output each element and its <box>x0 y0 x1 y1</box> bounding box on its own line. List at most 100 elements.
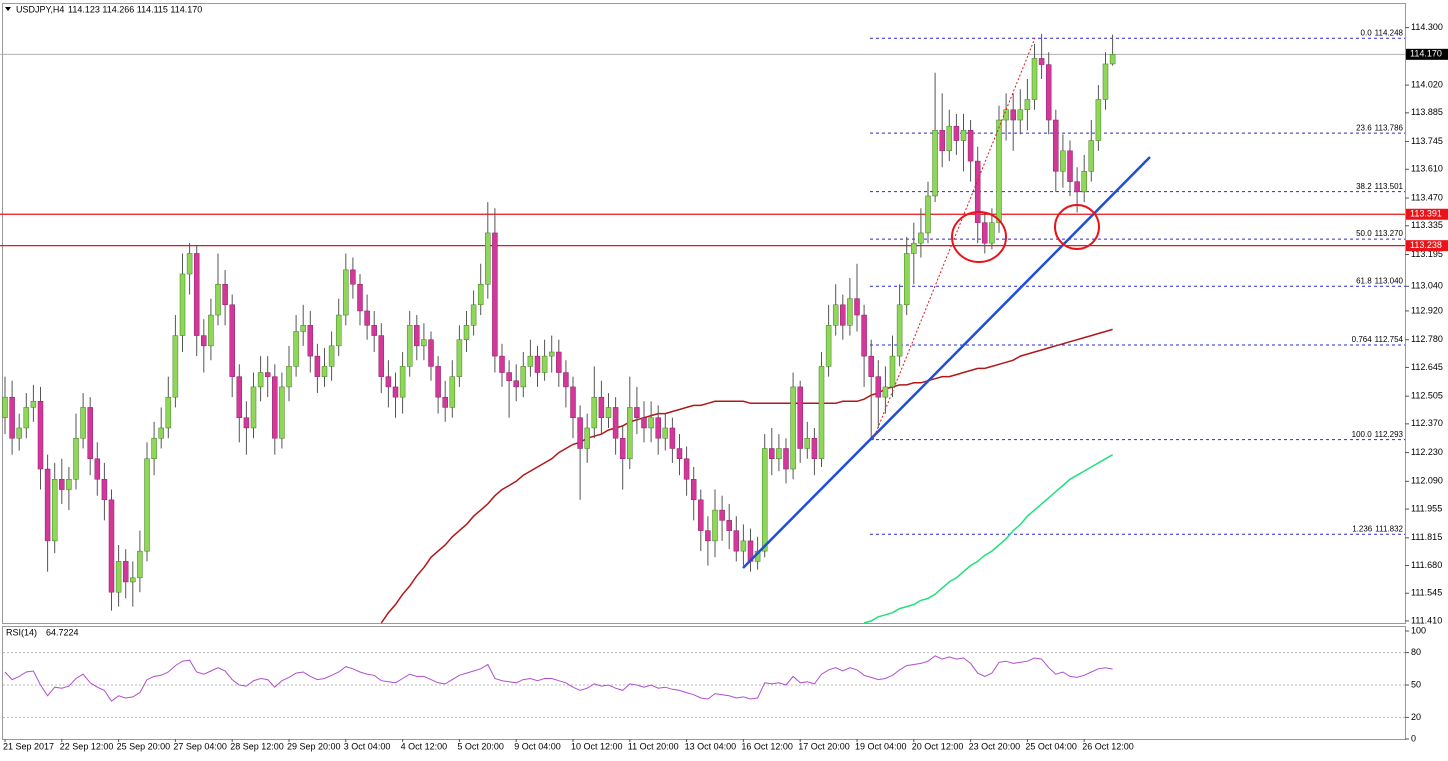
rsi-value: 64.7224 <box>46 627 79 637</box>
candle-body <box>115 561 122 593</box>
candle-body <box>492 232 498 357</box>
candle-body <box>186 253 193 275</box>
candle-body <box>215 284 221 316</box>
candle-body <box>101 479 108 501</box>
candle-body <box>989 222 995 244</box>
candle-body <box>761 448 768 552</box>
fib-price-label: 112.754 <box>1375 335 1404 344</box>
y-tick-label: 113.335 <box>1411 220 1443 230</box>
candle-body <box>257 372 264 388</box>
x-tick-label: 20 Oct 12:00 <box>912 741 964 751</box>
candle-body <box>229 304 235 377</box>
candle-body <box>414 325 420 347</box>
x-tick-label: 9 Oct 04:00 <box>514 741 561 751</box>
candle-body <box>797 386 803 449</box>
candle-body <box>527 355 534 367</box>
candle-body <box>94 458 101 480</box>
candle-body <box>158 427 164 439</box>
candle-body <box>1024 99 1031 111</box>
candle-body <box>726 520 732 531</box>
x-tick-label: 21 Sep 2017 <box>3 741 54 751</box>
candle-body <box>719 509 725 521</box>
candle-body <box>953 125 960 141</box>
y-tick-label: 112.780 <box>1411 334 1443 344</box>
x-tick-label: 28 Sep 12:00 <box>230 741 284 751</box>
candle-body <box>868 355 874 377</box>
candle-body <box>946 125 953 152</box>
candle-body <box>1038 58 1045 65</box>
y-tick-label: 112.920 <box>1411 305 1443 315</box>
candle-body <box>733 530 740 552</box>
candle-body <box>1067 150 1073 182</box>
candle-body <box>1031 58 1038 100</box>
candle-body <box>151 437 157 460</box>
candle-body <box>44 468 51 542</box>
candle-body <box>208 314 214 347</box>
fib-price-label: 114.248 <box>1375 28 1404 37</box>
fib-ratio-label: 23.6 <box>1356 123 1372 132</box>
candle-body <box>889 355 896 388</box>
candle-body <box>612 407 619 439</box>
candle-body <box>875 376 882 398</box>
candle-body <box>343 269 349 316</box>
candle-body <box>456 339 463 377</box>
candle-body <box>1095 99 1102 141</box>
candle-body <box>769 448 775 460</box>
candle-body <box>619 437 626 460</box>
candle-body <box>66 479 72 490</box>
candle-body <box>584 427 590 449</box>
x-tick-label: 22 Sep 12:00 <box>60 741 114 751</box>
candle-body <box>108 499 115 593</box>
moving-average <box>863 454 1113 624</box>
candle-body <box>960 130 967 141</box>
candle-body <box>662 427 669 439</box>
candle-body <box>477 284 484 306</box>
candle-body <box>939 130 945 152</box>
candle-body <box>776 448 782 460</box>
fib-price-label: 113.786 <box>1375 123 1404 132</box>
candle-body <box>122 561 129 583</box>
candle-body <box>428 339 434 367</box>
candle-body <box>712 509 718 542</box>
candle-body <box>925 195 931 234</box>
candle-body <box>435 366 441 398</box>
candle-body <box>669 427 676 449</box>
candle-body <box>698 499 704 531</box>
candle-body <box>179 273 186 336</box>
candle-body <box>392 386 399 398</box>
candle-body <box>279 386 285 439</box>
fib-ratio-label: 38.2 <box>1356 182 1372 191</box>
candle-body <box>1017 109 1024 121</box>
candle-body <box>264 372 271 377</box>
candle-body <box>442 396 448 408</box>
menu-triangle[interactable] <box>5 7 11 11</box>
candle-body <box>449 376 456 408</box>
symbol-label: USDJPY,H4 <box>16 4 64 14</box>
y-tick-label: 112.230 <box>1411 447 1443 457</box>
candle-body <box>541 355 548 373</box>
x-tick-label: 25 Oct 04:00 <box>1025 741 1077 751</box>
candle-body <box>23 407 30 429</box>
candle-body <box>172 335 179 398</box>
x-tick-label: 11 Oct 20:00 <box>628 741 679 751</box>
candle-body <box>548 351 555 357</box>
candle-body <box>321 366 328 377</box>
candle-body <box>399 366 406 398</box>
candle-body <box>591 396 598 429</box>
candle-body <box>804 437 811 449</box>
candle-body <box>861 314 867 357</box>
candle-body <box>570 386 576 418</box>
y-tick-label: 111.680 <box>1411 560 1442 570</box>
rsi-line <box>4 655 1113 702</box>
candle-body <box>1053 119 1059 172</box>
candle-body <box>556 351 562 373</box>
y-tick-label: 112.090 <box>1411 476 1443 486</box>
candle-body <box>80 407 86 439</box>
price-tag <box>1406 48 1448 60</box>
candle-body <box>1074 181 1080 193</box>
candle-body <box>967 130 974 162</box>
candle-body <box>314 355 321 377</box>
y-tick-label: 114.020 <box>1411 79 1443 89</box>
candle-body <box>854 298 860 316</box>
